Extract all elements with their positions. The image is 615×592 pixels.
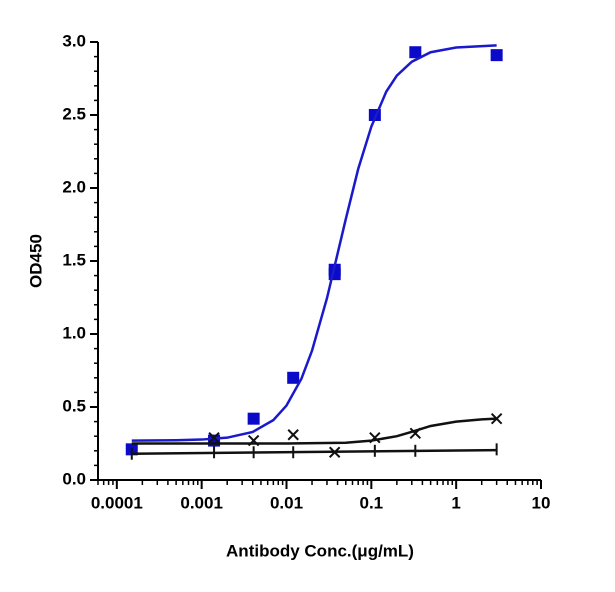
data-point	[287, 371, 300, 384]
data-point	[490, 49, 503, 62]
x-tick-label: 0.0001	[91, 493, 143, 512]
y-axis-label: OD450	[26, 234, 45, 288]
fit-curve	[131, 44, 497, 442]
x-tick-label: 0.1	[360, 493, 384, 512]
y-tick-label: 0.5	[62, 396, 86, 415]
x-tick-label: 0.01	[270, 493, 303, 512]
y-tick-label: 2.0	[62, 177, 86, 196]
fit-curve	[131, 417, 497, 445]
data-point	[287, 429, 299, 441]
data-point	[490, 412, 503, 425]
x-tick-label: 0.001	[180, 493, 223, 512]
y-tick-label: 1.0	[62, 323, 86, 342]
y-tick-label: 0.0	[62, 469, 86, 488]
data-point	[409, 46, 422, 59]
data-point	[247, 412, 260, 425]
y-tick-label: 2.5	[62, 104, 86, 123]
y-tick-label: 3.0	[62, 31, 86, 50]
x-axis-label: Antibody Conc.(μg/mL)	[226, 541, 414, 560]
fit-curve	[131, 448, 497, 455]
x-tick-label: 10	[532, 493, 551, 512]
y-tick-label: 1.5	[62, 250, 86, 269]
data-point	[208, 431, 220, 444]
x-tick-label: 1	[451, 493, 460, 512]
